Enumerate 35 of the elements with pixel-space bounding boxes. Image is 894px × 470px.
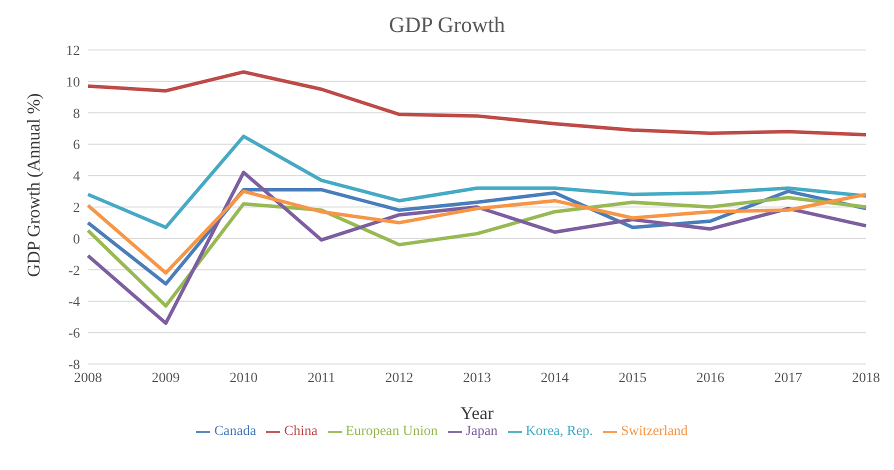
line-series <box>86 170 868 325</box>
y-tick-label: -2 <box>68 264 80 279</box>
x-tick-label: 2015 <box>618 370 647 386</box>
legend-label: European Union <box>346 424 438 439</box>
y-tick-label: 8 <box>73 106 80 122</box>
x-tick-label: 2011 <box>308 370 336 386</box>
y-tick-label: 2 <box>73 200 80 216</box>
y-tick-label: 12 <box>66 44 80 59</box>
x-tick-label: 2008 <box>74 370 102 386</box>
y-tick-label: -6 <box>68 326 80 342</box>
y-tick-label: 0 <box>73 232 80 248</box>
legend-label: Korea, Rep. <box>526 424 593 439</box>
y-tick-label: 10 <box>66 75 80 90</box>
y-tick-label: 6 <box>73 138 80 154</box>
x-tick-label: 2018 <box>852 370 880 386</box>
legend-label: Switzerland <box>620 424 688 439</box>
legend-label: Canada <box>214 424 256 439</box>
x-tick-label: 2017 <box>774 370 802 386</box>
x-tick-label: 2013 <box>463 370 491 386</box>
x-tick-label: 2010 <box>230 370 258 386</box>
y-tick-label: 4 <box>73 170 80 185</box>
legend-label: Japan <box>466 424 498 439</box>
legend-label: China <box>284 424 318 439</box>
chart-title: GDP Growth <box>388 11 506 39</box>
x-tick-label: 2009 <box>152 370 180 386</box>
line-series <box>86 70 868 137</box>
line-series <box>86 134 868 230</box>
x-axis-title: Year <box>460 403 494 423</box>
x-tick-label: 2012 <box>385 370 414 386</box>
x-tick-label: 2014 <box>540 370 569 386</box>
y-tick-label: -8 <box>68 358 80 373</box>
y-axis-title: GDP Growth (Annual %) <box>23 93 44 277</box>
line-series <box>86 196 868 308</box>
x-tick-label: 2016 <box>696 370 724 386</box>
y-tick-label: -4 <box>68 295 80 310</box>
